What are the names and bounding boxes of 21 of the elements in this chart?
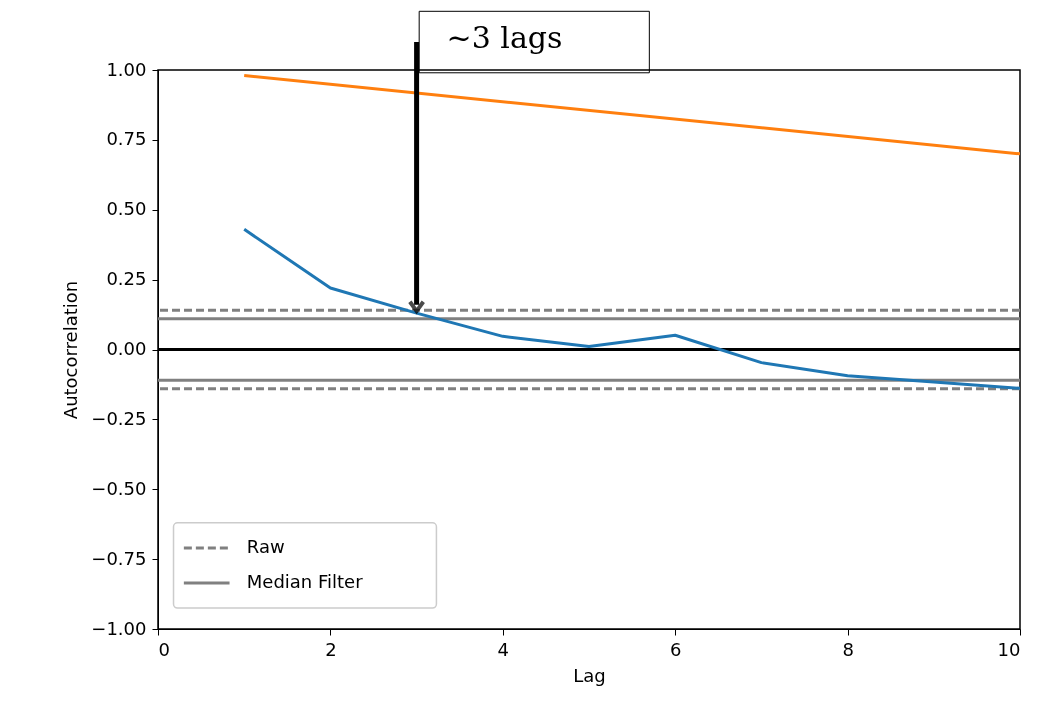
- legend-label: Raw: [246, 535, 285, 557]
- x-tick-label: 4: [497, 638, 510, 660]
- y-tick-label: −0.75: [91, 547, 147, 569]
- x-tick-label: 6: [669, 638, 682, 660]
- y-tick-label: −0.50: [91, 477, 147, 499]
- y-tick-label: −1.00: [91, 617, 147, 639]
- annotation: ~3 lags: [446, 20, 563, 56]
- x-tick-label: 2: [325, 638, 337, 660]
- y-tick-label: 0.25: [106, 268, 147, 290]
- x-tick-label: 0: [158, 638, 170, 660]
- y-tick-label: 0.00: [106, 338, 147, 359]
- y-tick-label: −0.25: [91, 407, 147, 429]
- legend-label: Median Filter: [246, 570, 364, 592]
- line-series: [242, 227, 1020, 390]
- y-axis-title: Autocorrelation: [60, 280, 82, 420]
- x-axis-title: Lag: [573, 664, 606, 686]
- x-tick-label: 8: [842, 638, 854, 660]
- x-tick-label: 10: [997, 638, 1021, 660]
- y-tick-label: 0.50: [106, 198, 147, 220]
- y-tick-label: 1.00: [106, 58, 147, 80]
- y-tick-label: 0.75: [106, 128, 147, 150]
